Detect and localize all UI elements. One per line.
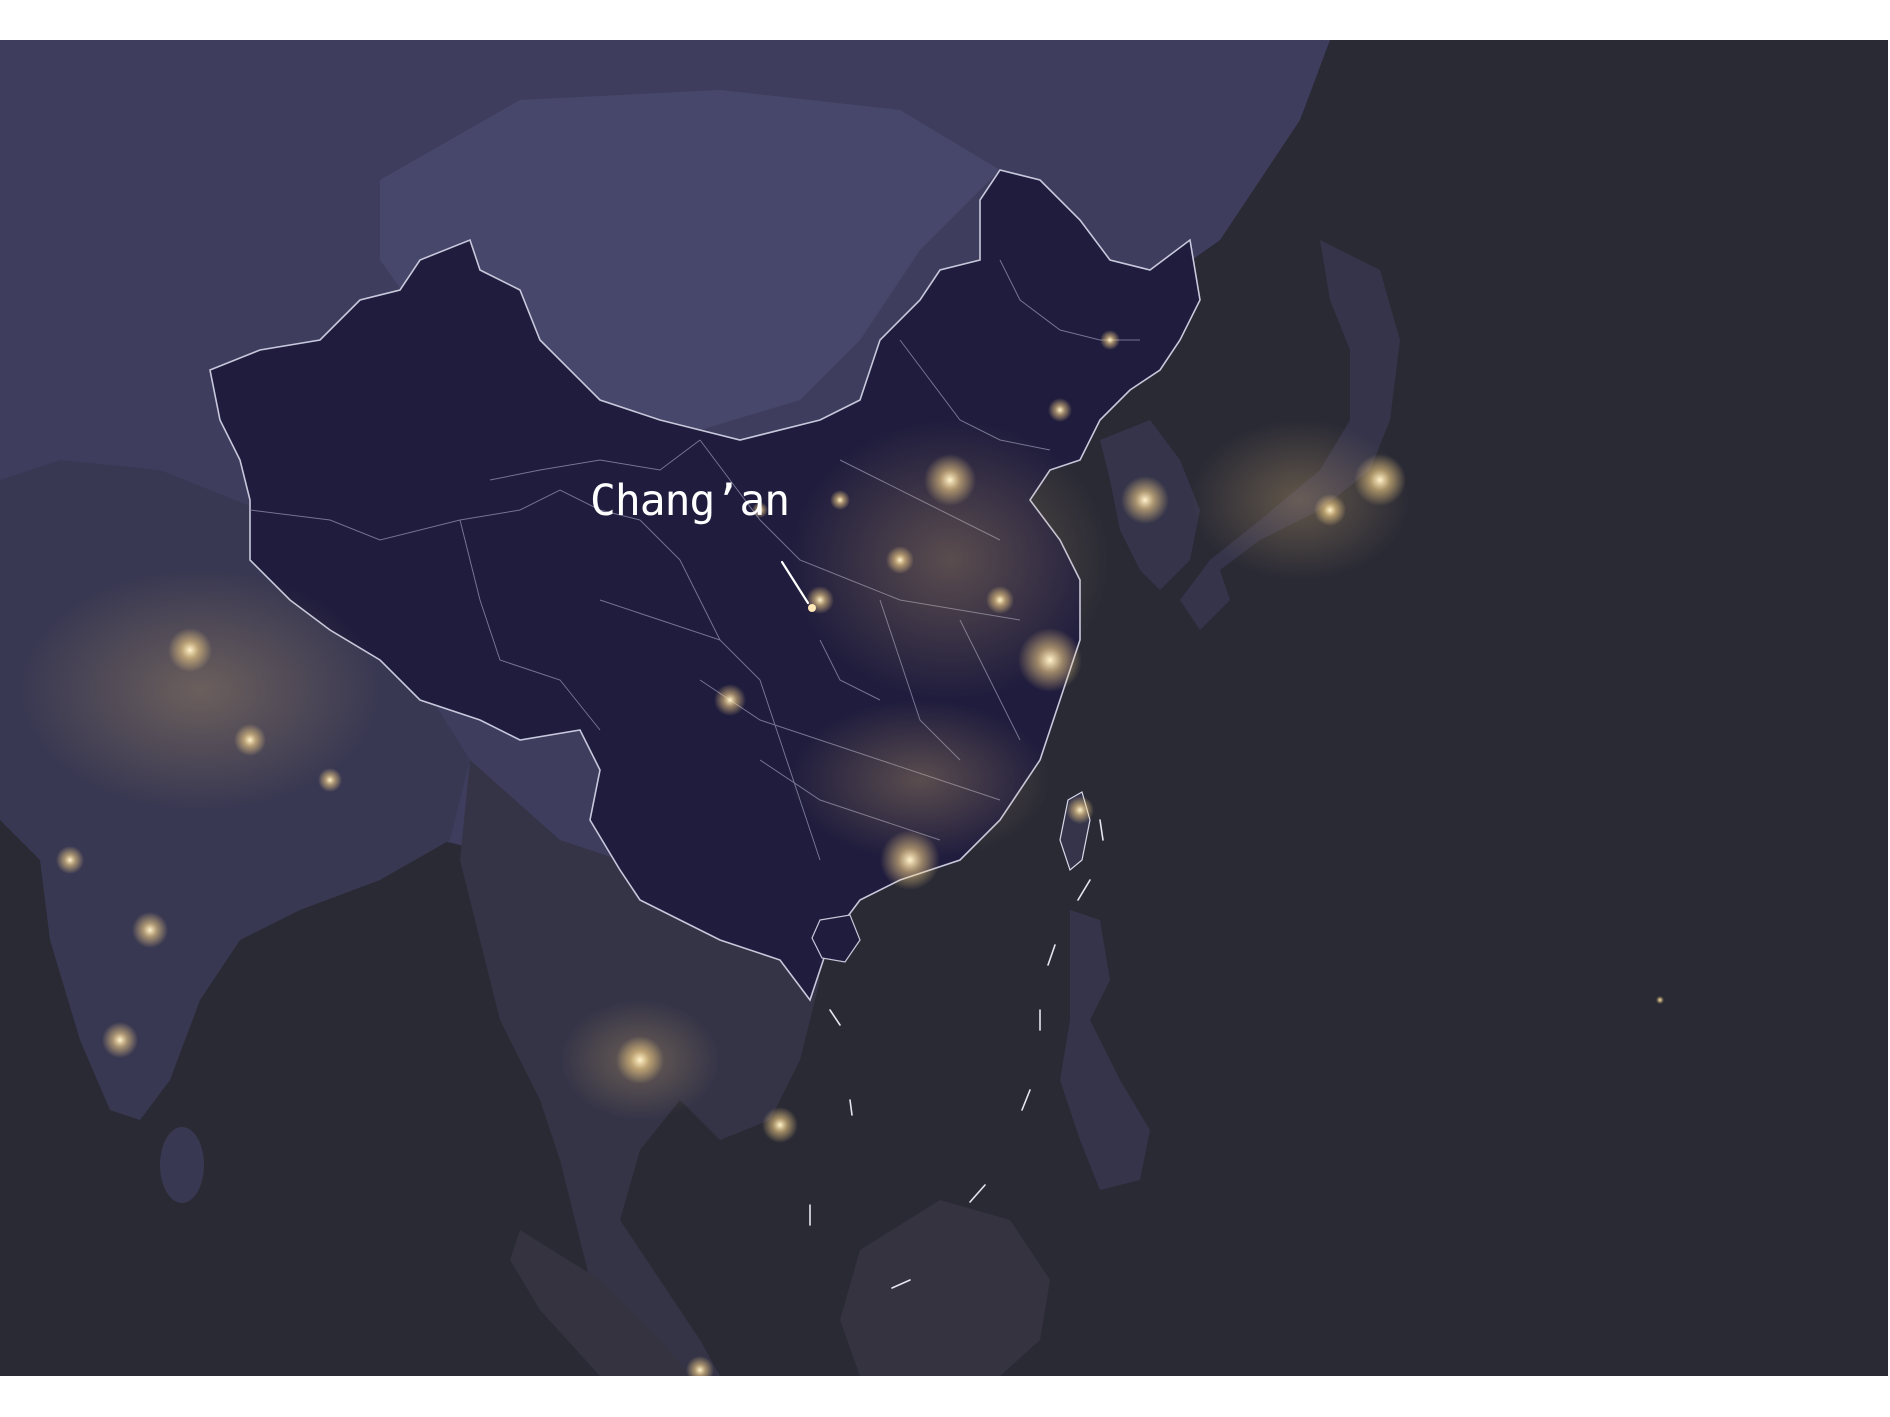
- night-map: Chang’an: [0, 40, 1888, 1376]
- philippines: [1060, 910, 1150, 1190]
- sri-lanka: [160, 1127, 204, 1203]
- city-label-changan: Chang’an: [590, 476, 790, 526]
- light-haze: [20, 420, 1410, 1120]
- changan-city-dot: [808, 604, 816, 612]
- city-lights: [56, 330, 1664, 1376]
- label-leader-line: [780, 560, 810, 605]
- maritime-dash-line: [809, 819, 1104, 1289]
- sumatra-landmass: [510, 1230, 690, 1376]
- map-svg: [0, 40, 1888, 1376]
- borneo-landmass: [840, 1200, 1050, 1376]
- hainan: [811, 914, 861, 963]
- japan-landmass: [1180, 240, 1400, 630]
